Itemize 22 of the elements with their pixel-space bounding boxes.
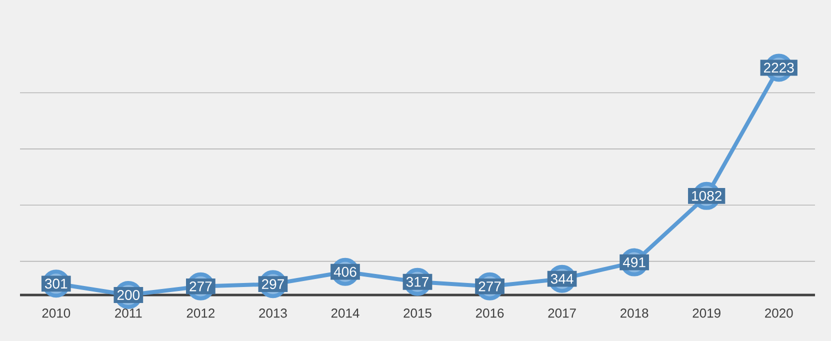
data-label: 277	[478, 281, 501, 292]
x-tick-label: 2020	[765, 308, 793, 318]
x-tick-label: 2012	[186, 308, 214, 318]
x-tick-label: 2018	[620, 308, 648, 318]
data-label: 317	[406, 276, 428, 287]
data-label: 301	[44, 278, 68, 289]
data-label: 1082	[692, 190, 722, 201]
x-tick-label: 2016	[476, 308, 504, 318]
data-label: 406	[334, 266, 356, 277]
data-label: 200	[117, 290, 140, 300]
x-tick-label: 2013	[259, 308, 287, 318]
data-label: 491	[622, 257, 646, 268]
x-tick-label: 2019	[692, 308, 720, 318]
x-tick-label: 2017	[548, 308, 576, 318]
data-label: 277	[190, 281, 212, 292]
x-tick-label: 2010	[42, 308, 70, 318]
data-label: 297	[262, 279, 284, 290]
x-tick-label: 2014	[331, 308, 360, 318]
data-label: 344	[550, 274, 574, 284]
x-tick-label: 2011	[115, 308, 142, 318]
x-tick-label: 2015	[404, 308, 432, 318]
data-label: 2223	[764, 62, 794, 73]
